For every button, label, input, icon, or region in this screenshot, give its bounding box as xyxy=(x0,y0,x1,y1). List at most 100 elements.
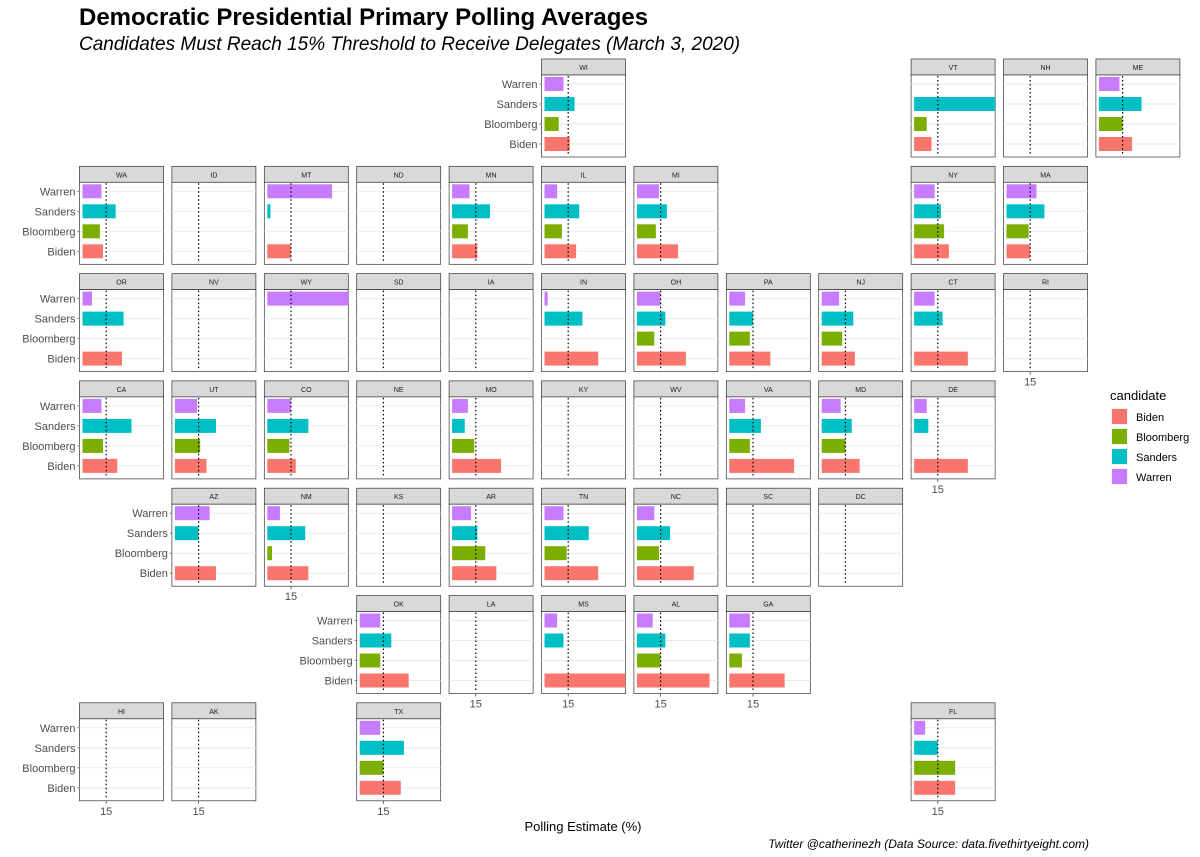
panel-va: VA xyxy=(725,380,811,480)
y-tick-label: Biden xyxy=(509,139,537,151)
bar-mo-biden xyxy=(452,458,502,473)
bar-oh-sanders xyxy=(636,311,666,326)
bar-wa-biden xyxy=(82,244,104,259)
bar-ga-bloomberg xyxy=(729,653,742,668)
bar-pa-sanders xyxy=(729,311,753,326)
bar-nc-warren xyxy=(636,506,655,521)
bar-tx-biden xyxy=(359,780,401,795)
bar-in-biden xyxy=(544,351,599,366)
y-tick-label: Warren xyxy=(40,401,76,413)
strip-label: WY xyxy=(301,280,313,287)
bar-ny-warren xyxy=(914,184,935,199)
strip-label: NV xyxy=(209,280,219,287)
strip-label: NJ xyxy=(856,280,865,287)
x-tick-label: 15 xyxy=(654,699,666,711)
bar-de-biden xyxy=(914,458,968,473)
panel-me: ME xyxy=(1095,58,1181,158)
strip-label: CA xyxy=(117,387,127,394)
strip-label: ND xyxy=(394,172,404,179)
y-tick-label: Sanders xyxy=(312,636,353,648)
x-axis-title: Polling Estimate (%) xyxy=(524,819,641,834)
strip-label: ID xyxy=(210,172,217,179)
bar-az-warren xyxy=(174,506,210,521)
strip-label: SD xyxy=(394,280,404,287)
bar-ms-sanders xyxy=(544,633,564,648)
bar-tn-biden xyxy=(544,566,599,581)
strip-label: VA xyxy=(764,387,773,394)
y-tick-label: Bloomberg xyxy=(22,334,75,346)
bar-az-sanders xyxy=(174,526,199,541)
bar-ut-biden xyxy=(174,458,207,473)
strip-label: WI xyxy=(579,65,588,72)
panel-wv: WV xyxy=(633,380,719,480)
strip-label: RI xyxy=(1042,280,1049,287)
panel-ak: AK 15 xyxy=(171,702,257,818)
bar-ct-biden xyxy=(914,351,968,366)
bar-ga-warren xyxy=(729,613,750,628)
panel-wy: WY xyxy=(263,273,349,372)
bar-nm-biden xyxy=(267,566,309,581)
y-tick-label: Bloomberg xyxy=(299,656,352,668)
strip-label: DC xyxy=(856,494,866,501)
bar-in-sanders xyxy=(544,311,583,326)
strip-label: MI xyxy=(672,172,680,179)
bar-oh-warren xyxy=(636,291,661,306)
strip-label: MD xyxy=(855,387,866,394)
bar-oh-biden xyxy=(636,351,686,366)
panel-nd: ND xyxy=(356,165,442,265)
bar-tx-bloomberg xyxy=(359,760,384,775)
strip-label: OK xyxy=(394,602,404,609)
strip-label: WV xyxy=(670,387,682,394)
plot-area xyxy=(356,181,442,265)
bar-wa-bloomberg xyxy=(82,224,100,239)
y-tick-label: Warren xyxy=(40,294,76,306)
bar-tn-bloomberg xyxy=(544,546,567,561)
bar-ut-warren xyxy=(174,398,198,413)
bar-nj-sanders xyxy=(821,311,854,326)
bar-va-biden xyxy=(729,458,795,473)
y-tick-label: Warren xyxy=(40,186,76,198)
bar-mi-sanders xyxy=(636,204,667,219)
strip-label: MN xyxy=(486,172,497,179)
panel-hi: HI Warren Sanders Bloomberg Biden 15 xyxy=(22,702,164,818)
bar-ar-biden xyxy=(452,566,497,581)
plot-area xyxy=(356,503,442,587)
bar-me-warren xyxy=(1098,77,1120,91)
panel-la: LA 15 xyxy=(448,595,534,711)
strip-label: PA xyxy=(764,280,773,287)
bar-il-biden xyxy=(544,244,577,259)
panel-ks: KS xyxy=(356,487,442,587)
panel-ca: CA Warren Sanders Bloomberg Biden xyxy=(22,380,164,480)
bar-va-sanders xyxy=(729,418,761,433)
strip-label: NH xyxy=(1040,65,1050,72)
panel-tn: TN xyxy=(541,487,626,587)
panel-oh: OH xyxy=(633,273,719,372)
panel-nh: NH xyxy=(1003,58,1088,158)
bar-fl-bloomberg xyxy=(914,760,956,775)
panel-co: CO xyxy=(263,380,349,480)
panel-pa: PA xyxy=(725,273,811,372)
bar-az-biden xyxy=(174,566,216,581)
y-tick-label: Bloomberg xyxy=(22,226,75,238)
strip-label: MT xyxy=(301,172,312,179)
strip-label: MA xyxy=(1040,172,1051,179)
bar-ar-bloomberg xyxy=(452,546,486,561)
x-tick-label: 15 xyxy=(747,699,759,711)
strip-label: NM xyxy=(301,494,312,501)
strip-label: TX xyxy=(394,709,403,716)
bar-mi-bloomberg xyxy=(636,224,656,239)
y-tick-label: Sanders xyxy=(35,421,76,433)
panel-ri: RI 15 xyxy=(1003,273,1088,389)
panel-sd: SD xyxy=(356,273,442,372)
bar-wy-warren xyxy=(267,291,349,306)
bar-ga-sanders xyxy=(729,633,750,648)
y-tick-label: Sanders xyxy=(497,99,538,111)
panel-ct: CT xyxy=(910,273,996,372)
y-tick-label: Sanders xyxy=(35,743,76,755)
bar-ma-warren xyxy=(1006,184,1037,199)
y-tick-label: Biden xyxy=(325,676,353,688)
legend-key-bloomberg xyxy=(1112,429,1127,444)
strip-label: CO xyxy=(301,387,312,394)
strip-label: NY xyxy=(948,172,958,179)
y-tick-label: Sanders xyxy=(35,314,76,326)
